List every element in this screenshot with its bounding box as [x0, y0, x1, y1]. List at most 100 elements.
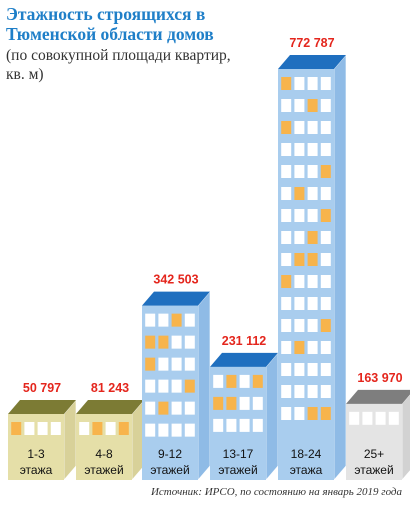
- building-window: [320, 385, 331, 398]
- building-window: [239, 374, 250, 388]
- category-label: этажей: [218, 463, 257, 477]
- chart-subtitle: (по совокупной площади квартир, кв. м): [6, 47, 231, 83]
- building-roof: [76, 400, 144, 414]
- building-window: [307, 77, 318, 90]
- building-window: [320, 165, 331, 178]
- building-window: [307, 187, 318, 200]
- building-window: [320, 407, 331, 420]
- building-window: [24, 422, 35, 435]
- building-window: [281, 209, 292, 222]
- building-window: [213, 374, 224, 388]
- building-window: [105, 422, 116, 435]
- building-roof: [8, 400, 76, 414]
- building-window: [184, 357, 195, 371]
- building-window: [281, 253, 292, 266]
- building-roof: [346, 389, 410, 404]
- building-window: [307, 165, 318, 178]
- building-window: [281, 341, 292, 354]
- building-window: [294, 253, 305, 266]
- building-window: [145, 335, 156, 349]
- source-note: Источник: ИРСО, по состоянию на январь 2…: [150, 486, 402, 498]
- building-window: [158, 423, 169, 437]
- category-label: 1-3: [27, 447, 45, 461]
- value-label: 81 243: [91, 381, 129, 395]
- building-window: [307, 231, 318, 244]
- building-window: [320, 297, 331, 310]
- building-window: [320, 187, 331, 200]
- building-window: [281, 319, 292, 332]
- building-window: [171, 401, 182, 415]
- building-window: [239, 396, 250, 410]
- value-label: 772 787: [289, 36, 334, 50]
- building-window: [145, 357, 156, 371]
- building-window: [145, 379, 156, 393]
- category-label: 4-8: [95, 447, 113, 461]
- building-window: [281, 385, 292, 398]
- building-window: [184, 379, 195, 393]
- building-side: [333, 54, 347, 481]
- building-window: [79, 422, 90, 435]
- chart-title: Этажность строящихся в Тюменской области…: [6, 4, 214, 44]
- building-side: [401, 394, 410, 481]
- building-roof: [278, 55, 346, 69]
- building-window: [252, 418, 263, 432]
- building-window: [281, 187, 292, 200]
- building-window: [307, 363, 318, 376]
- building-window: [145, 423, 156, 437]
- building-front: [142, 305, 198, 480]
- building-window: [294, 319, 305, 332]
- building-window: [281, 275, 292, 288]
- building-window: [158, 357, 169, 371]
- building-window: [11, 422, 22, 435]
- building-roof: [210, 352, 278, 367]
- building-window: [294, 121, 305, 134]
- building-window: [252, 396, 263, 410]
- building-window: [294, 363, 305, 376]
- building-window: [349, 411, 360, 425]
- building-window: [320, 77, 331, 90]
- building-window: [307, 99, 318, 112]
- building-window: [320, 253, 331, 266]
- building-window: [320, 121, 331, 134]
- building-window: [307, 209, 318, 222]
- category-label: 13-17: [223, 447, 254, 461]
- building-window: [388, 411, 399, 425]
- building-window: [171, 357, 182, 371]
- building-window: [158, 335, 169, 349]
- building-window: [281, 165, 292, 178]
- building-bar: 18-24 этажа 772 787: [278, 36, 347, 481]
- building-window: [171, 335, 182, 349]
- building-window: [375, 411, 386, 425]
- building-window: [320, 275, 331, 288]
- building-window: [158, 379, 169, 393]
- building-window: [92, 422, 103, 435]
- building-window: [158, 401, 169, 415]
- building-window: [320, 231, 331, 244]
- building-window: [320, 363, 331, 376]
- building-window: [50, 422, 61, 435]
- building-window: [294, 165, 305, 178]
- building-window: [307, 275, 318, 288]
- building-window: [226, 418, 237, 432]
- building-window: [158, 313, 169, 327]
- category-label: этажей: [84, 463, 123, 477]
- category-label: этажей: [354, 463, 393, 477]
- building-window: [294, 77, 305, 90]
- building-bar: 9-12 этажей 342 503: [142, 273, 211, 481]
- building-window: [171, 423, 182, 437]
- value-label: 50 797: [23, 381, 61, 395]
- building-window: [307, 143, 318, 156]
- value-label: 342 503: [153, 273, 198, 287]
- category-label: 9-12: [158, 447, 182, 461]
- building-window: [145, 401, 156, 415]
- building-window: [320, 143, 331, 156]
- building-window: [362, 411, 373, 425]
- building-window: [320, 341, 331, 354]
- building-bar: 13-17 этажей 231 112: [210, 334, 279, 481]
- building-window: [294, 385, 305, 398]
- building-side: [265, 352, 279, 481]
- category-label: этажей: [150, 463, 189, 477]
- building-window: [171, 379, 182, 393]
- building-window: [184, 335, 195, 349]
